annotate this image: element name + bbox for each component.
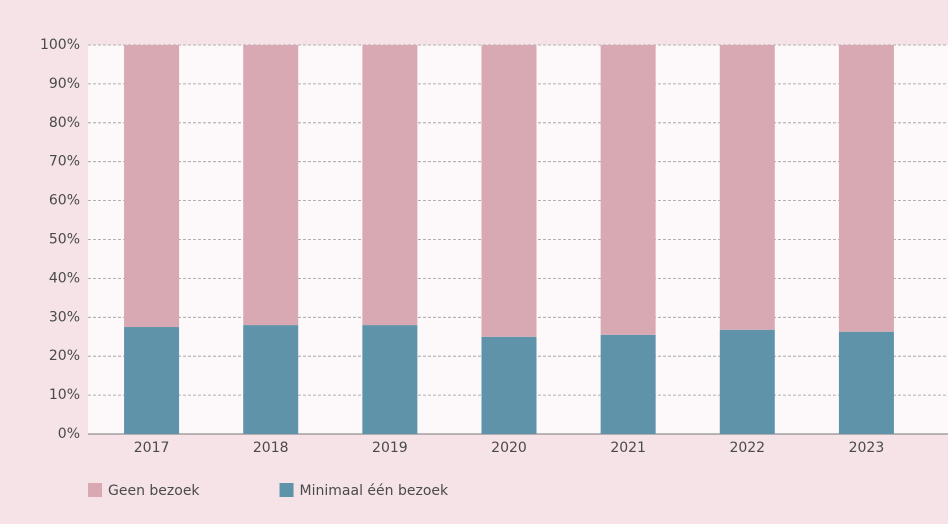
y-tick-label: 100%: [40, 37, 80, 53]
y-tick-label: 90%: [49, 76, 80, 92]
bar-segment: [362, 325, 418, 434]
legend-label: Geen bezoek: [108, 483, 200, 499]
legend-swatch: [88, 483, 102, 497]
bar-segment: [243, 45, 299, 326]
y-tick-label: 0%: [58, 426, 80, 442]
x-tick-label: 2017: [134, 440, 170, 456]
bar-segment: [124, 327, 180, 434]
x-tick-label: 2019: [372, 440, 408, 456]
x-tick-label: 2018: [253, 440, 289, 456]
bar-segment: [362, 45, 418, 326]
y-tick-label: 20%: [49, 348, 80, 364]
x-tick-label: 2021: [610, 440, 646, 456]
y-tick-label: 80%: [49, 115, 80, 131]
x-tick-label: 2022: [729, 440, 765, 456]
bar-segment: [719, 329, 775, 434]
bar-segment: [481, 336, 537, 434]
x-tick-label: 2023: [849, 440, 885, 456]
y-tick-label: 30%: [49, 309, 80, 325]
bar-segment: [600, 334, 656, 434]
bar-segment: [243, 325, 299, 434]
bar-segment: [481, 45, 537, 337]
y-tick-label: 50%: [49, 232, 80, 248]
bar-segment: [838, 331, 894, 434]
y-tick-label: 40%: [49, 270, 80, 286]
bar-segment: [719, 45, 775, 330]
y-tick-label: 60%: [49, 193, 80, 209]
bar-segment: [600, 45, 656, 335]
x-tick-label: 2020: [491, 440, 527, 456]
legend-label: Minimaal één bezoek: [300, 483, 449, 499]
bar-segment: [124, 45, 180, 328]
legend-swatch: [279, 483, 294, 497]
bar-segment: [838, 45, 894, 332]
y-tick-label: 10%: [49, 387, 80, 403]
y-tick-label: 70%: [49, 154, 80, 170]
